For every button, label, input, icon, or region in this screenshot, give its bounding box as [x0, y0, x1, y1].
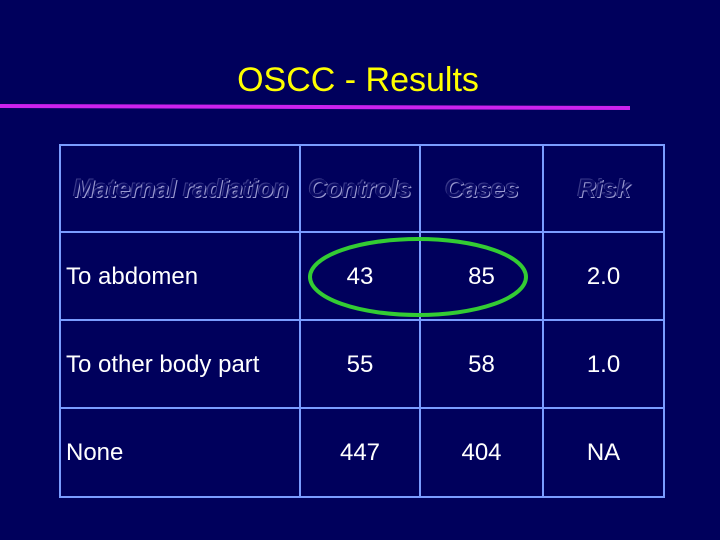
- column-header: Cases: [445, 174, 519, 203]
- column-header: Controls: [308, 174, 412, 203]
- column-header: Maternal radiation: [73, 174, 289, 203]
- cell: NA: [586, 439, 621, 466]
- cell: 55: [346, 351, 374, 378]
- cell: 2.0: [586, 263, 621, 290]
- cell: 404: [461, 439, 502, 466]
- cell: 85: [468, 263, 495, 290]
- cell: 447: [339, 439, 381, 466]
- column-header: Risk: [577, 174, 631, 203]
- row-label: To abdomen: [66, 263, 199, 290]
- cell: 43: [346, 263, 374, 290]
- row-label: To other body part: [66, 351, 260, 378]
- cell: 58: [468, 351, 495, 378]
- slide-title: OSCC - Results: [237, 60, 479, 99]
- cell: 1.0: [586, 351, 621, 378]
- title-rule: [0, 104, 631, 110]
- row-label: None: [66, 439, 124, 466]
- highlight-ellipse: [308, 237, 528, 317]
- table-grid: [60, 145, 664, 497]
